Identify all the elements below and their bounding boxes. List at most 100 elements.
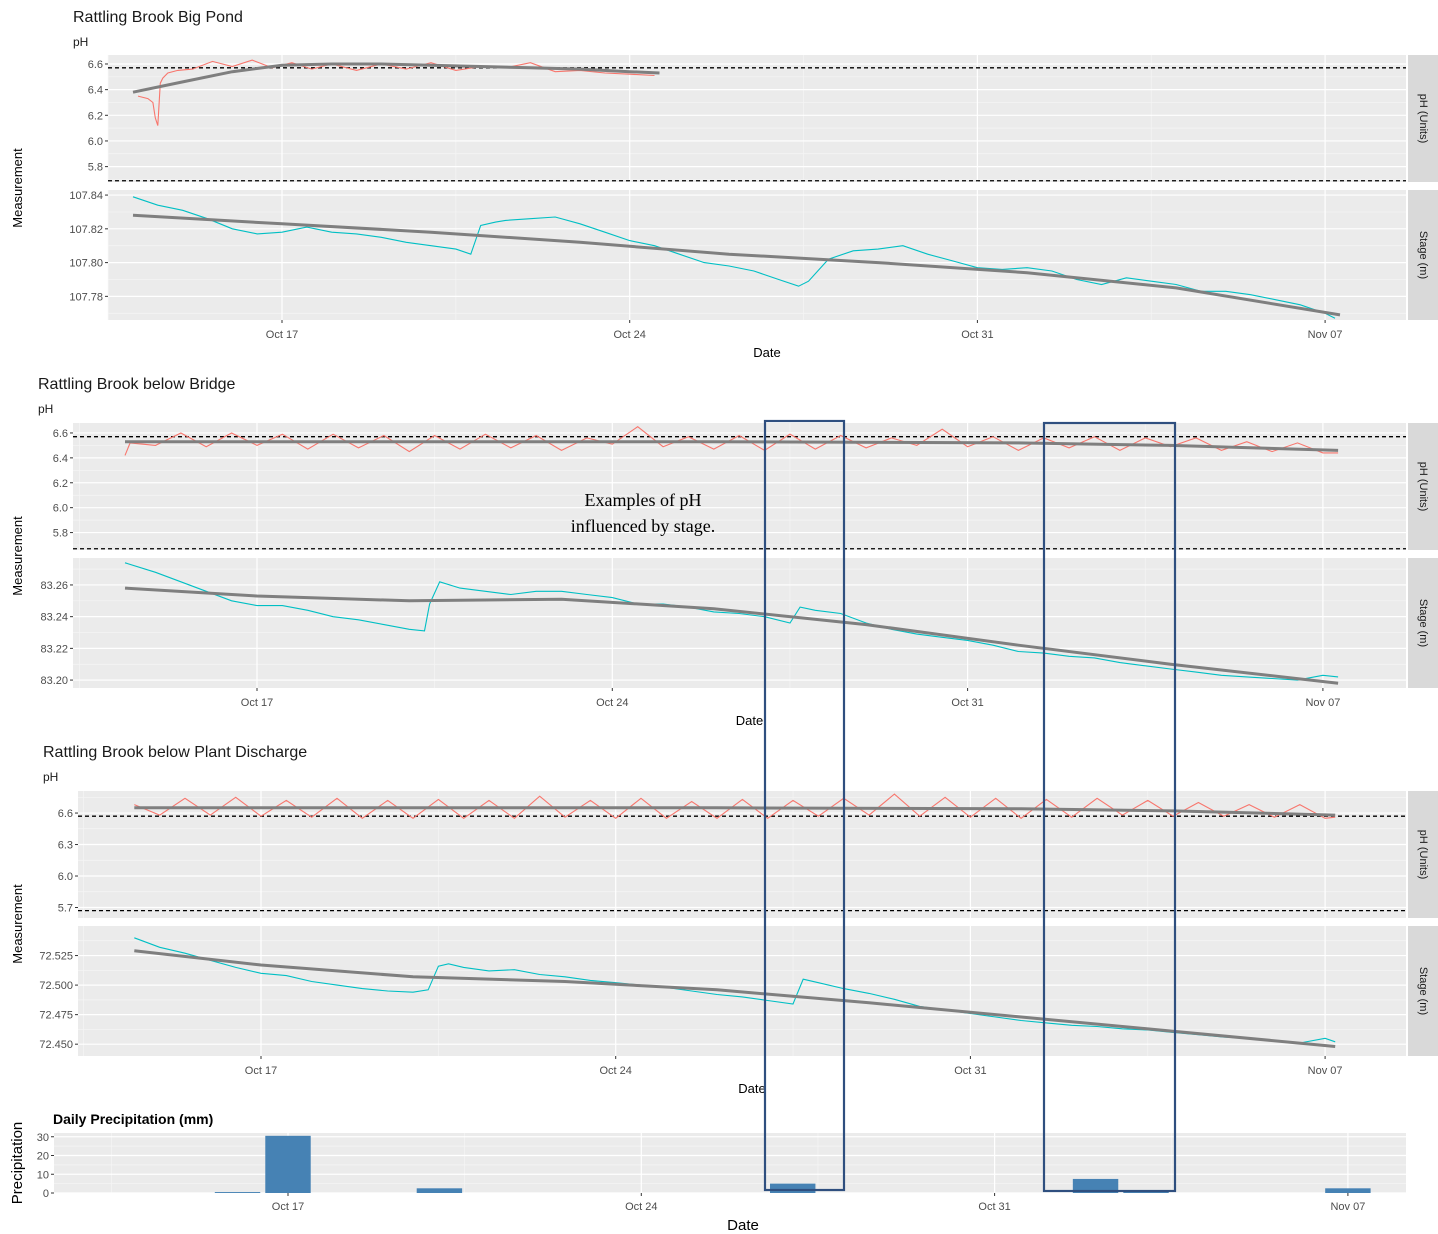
y-tick-label: 107.80 (69, 258, 103, 270)
y-tick-label: 6.4 (88, 85, 103, 97)
y-tick-label: 83.26 (40, 580, 68, 592)
chart-title: Rattling Brook below Bridge (38, 376, 236, 393)
x-tick-label: Oct 31 (954, 1065, 986, 1077)
facet-strip-label: pH (Units) (1417, 462, 1429, 512)
chart-3: Rattling Brook below Plant Discharge pH 5.… (10, 744, 1438, 1096)
x-tick-label: Oct 31 (978, 1201, 1010, 1213)
facet-strip (1408, 190, 1438, 320)
chart-title: Daily Precipitation (mm) (53, 1111, 213, 1127)
series-line (124, 562, 1339, 681)
annotation-line-2: influenced by stage. (571, 516, 715, 536)
y-tick-label: 83.24 (40, 612, 68, 624)
y-axis-title: Measurement (10, 516, 25, 596)
x-tick-label: Oct 31 (951, 697, 983, 709)
x-tick-label: Nov 07 (1308, 1065, 1343, 1077)
precip-bar (1325, 1188, 1371, 1193)
y-axis-title: Precipitation (9, 1122, 26, 1205)
precip-bar (1072, 1178, 1119, 1193)
chart-title: Rattling Brook Big Pond (73, 9, 243, 26)
x-tick-label: Oct 17 (245, 1065, 277, 1077)
facet-strip (1408, 558, 1438, 688)
highlight-box (763, 419, 846, 1192)
x-axis-title: Date (738, 1081, 765, 1096)
y-tick-label: 6.0 (88, 136, 103, 148)
trend-line (124, 586, 1339, 685)
x-axis-title: Date (727, 1217, 759, 1234)
x-tick-label: Nov 07 (1308, 329, 1343, 341)
precip-bar (416, 1188, 463, 1193)
facet-strip-label: pH (Units) (1417, 94, 1429, 144)
y-tick-label: 72.525 (39, 951, 73, 963)
x-tick-label: Nov 07 (1330, 1201, 1365, 1213)
annotation: Examples of pH influenced by stage. (571, 490, 715, 536)
series-line (134, 793, 1336, 819)
trend-line (134, 949, 1336, 1048)
precip-bar (1123, 1191, 1169, 1193)
y-tick-label: 6.6 (58, 808, 73, 820)
x-tick-label: Oct 17 (241, 697, 273, 709)
panel-background (73, 423, 1406, 550)
x-axis-title: Date (753, 345, 780, 360)
x-tick-label: Oct 17 (266, 329, 298, 341)
y-tick-label: 6.4 (53, 453, 68, 465)
facet-strip-label: Stage (m) (1417, 967, 1429, 1015)
facet-strip (1408, 791, 1438, 918)
facet-strip (1408, 926, 1438, 1056)
y-tick-label: 10 (37, 1169, 49, 1181)
facet-strip (1408, 423, 1438, 550)
y-axis-title: Measurement (10, 148, 25, 228)
y-tick-label: 6.6 (88, 59, 103, 71)
y-axis-title: Measurement (10, 884, 25, 964)
facet-strip-label: pH (Units) (1417, 830, 1429, 880)
x-tick-label: Oct 24 (613, 329, 645, 341)
y-tick-label: 72.500 (39, 980, 73, 992)
y-tick-label: 20 (37, 1151, 49, 1163)
y-tick-label: 107.84 (69, 190, 103, 202)
chart-1: Rattling Brook Big Pond pH 5.8 6.0 6.2 6.4 6.6… (10, 9, 1438, 360)
y-tick-label: 5.8 (53, 528, 68, 540)
y-tick-label: 6.3 (58, 840, 73, 852)
y-tick-label: 6.6 (53, 428, 68, 440)
y-tick-label: 107.82 (69, 224, 103, 236)
x-tick-label: Oct 24 (625, 1201, 657, 1213)
y-tick-label: 5.8 (88, 162, 103, 174)
chart-subtitle: pH (73, 35, 88, 49)
facet-strip-label: Stage (m) (1417, 231, 1429, 279)
y-tick-label: 83.20 (40, 675, 68, 687)
y-tick-label: 72.475 (39, 1010, 73, 1022)
x-tick-label: Oct 17 (272, 1201, 304, 1213)
annotation-line-1: Examples of pH (585, 490, 702, 510)
y-tick-label: 72.450 (39, 1039, 73, 1051)
trend-line (125, 440, 1339, 452)
panel-background (78, 791, 1406, 918)
x-axis-title: Date (736, 713, 763, 728)
precipitation-chart: Daily Precipitation (mm) 0 10 20 30 Oct 17 Oct… (9, 1111, 1406, 1234)
precip-bar (770, 1183, 816, 1193)
panel-background (54, 1133, 1406, 1193)
x-tick-label: Oct 31 (961, 329, 993, 341)
facet-strip (1408, 55, 1438, 182)
chart-subtitle: pH (38, 402, 53, 416)
precip-bar (214, 1192, 261, 1193)
y-tick-label: 6.0 (53, 503, 68, 515)
x-tick-label: Oct 24 (599, 1065, 631, 1077)
panel-background (108, 55, 1406, 182)
chart-subtitle: pH (43, 770, 58, 784)
facet-strip-label: Stage (m) (1417, 599, 1429, 647)
y-tick-label: 5.7 (58, 903, 73, 915)
x-tick-label: Oct 24 (596, 697, 628, 709)
y-tick-label: 0 (43, 1188, 49, 1200)
y-tick-label: 107.78 (69, 291, 103, 303)
y-tick-label: 6.0 (58, 871, 73, 883)
y-tick-label: 83.22 (40, 643, 68, 655)
precip-bar (265, 1135, 311, 1193)
y-tick-label: 6.2 (88, 110, 103, 122)
trend-line (132, 213, 1341, 317)
trend-line (132, 62, 660, 94)
y-tick-label: 30 (37, 1132, 49, 1144)
x-tick-label: Nov 07 (1305, 697, 1340, 709)
series-line (134, 937, 1336, 1044)
trend-line (134, 806, 1336, 817)
series-line (132, 196, 1336, 319)
